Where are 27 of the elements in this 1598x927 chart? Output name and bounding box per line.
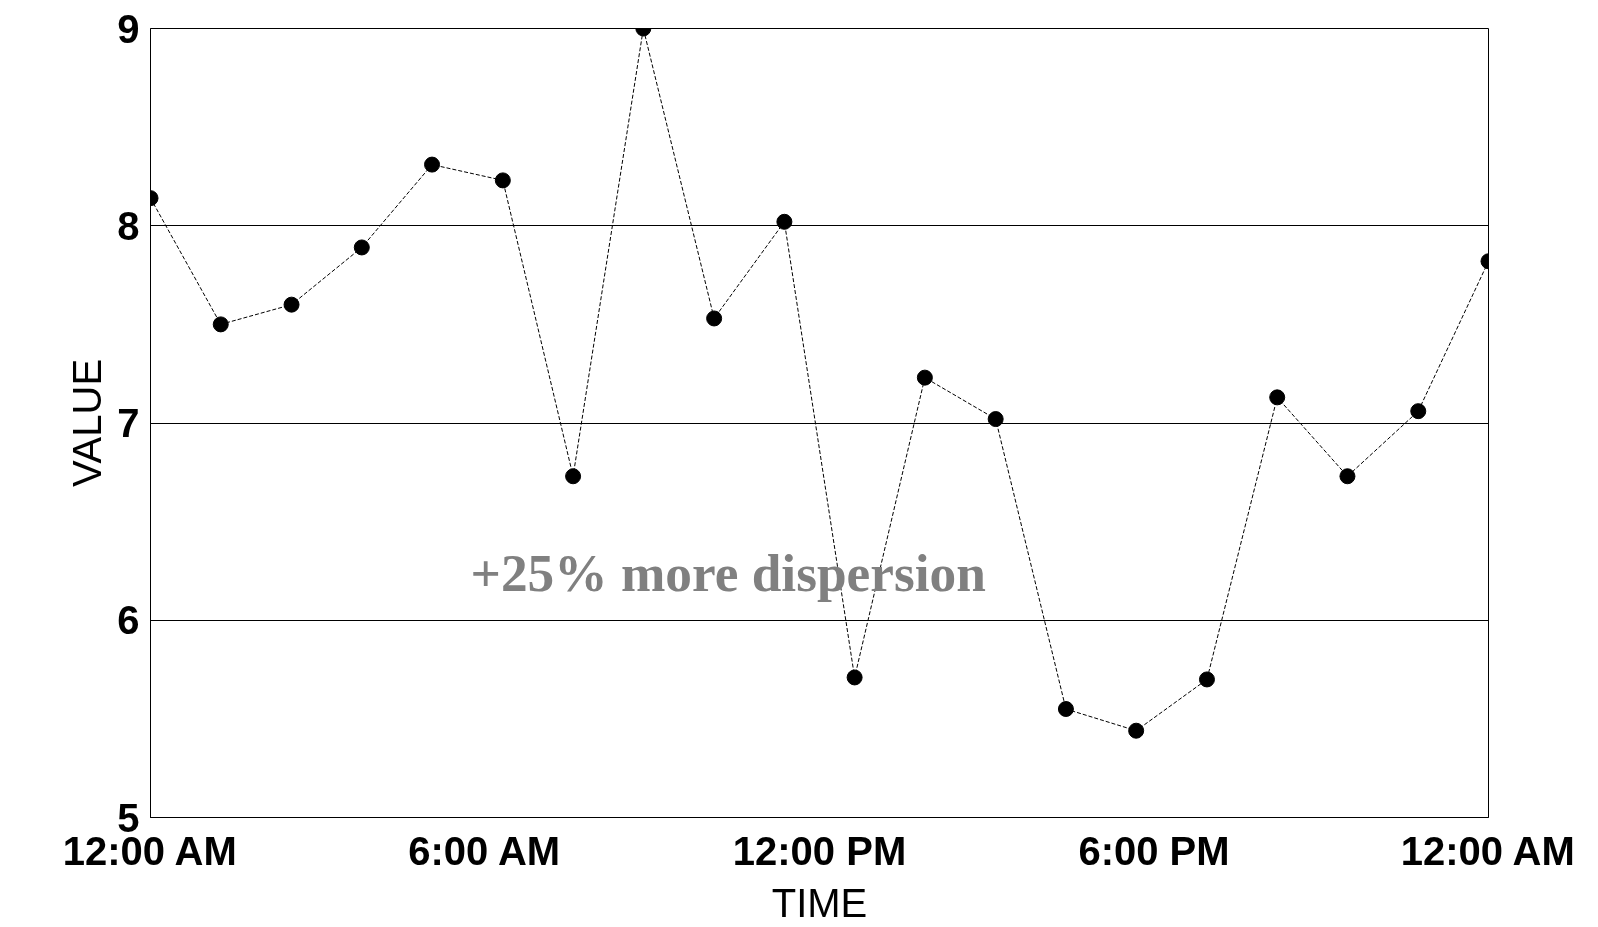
point [1410,403,1427,420]
x-tick-label: 12:00 AM [1400,828,1575,873]
x-tick-label: 6:00 PM [1078,828,1230,873]
x-tick-label: 6:00 AM [408,828,561,873]
y-tick-label: 7 [117,401,140,445]
point [1198,671,1215,688]
x-axis-title: TIME [771,880,868,925]
y-tick-label: 9 [117,6,140,51]
point [565,468,582,485]
point [846,669,863,686]
point [353,239,370,256]
y-axis-title: VALUE [65,358,110,488]
x-tick-label: 12:00 PM [732,828,907,873]
point [1339,468,1356,485]
point [283,296,300,313]
point [776,213,793,230]
point [1128,722,1145,739]
point [1269,389,1286,406]
point [424,156,441,173]
point [706,310,723,327]
y-tick-label: 6 [117,598,140,643]
point [987,411,1004,428]
point [494,172,511,189]
point [916,369,933,386]
point [212,316,229,333]
y-tick-label: 8 [117,203,140,248]
point [1057,701,1074,717]
